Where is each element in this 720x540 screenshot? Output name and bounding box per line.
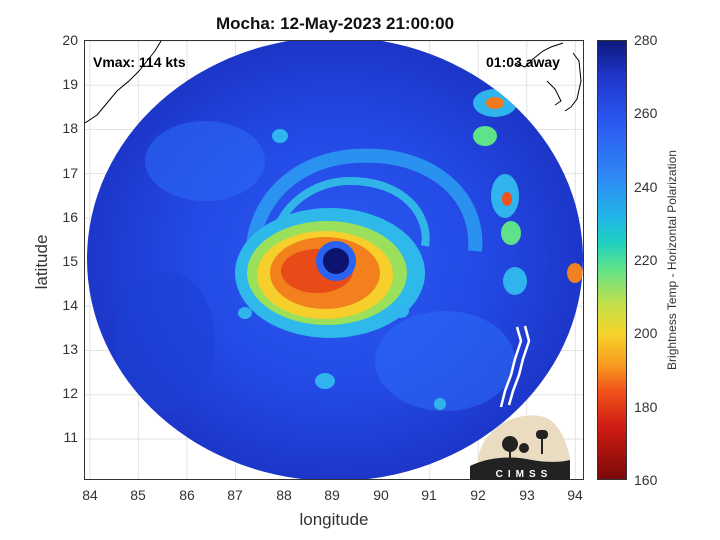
x-tick-label: 88 [276, 487, 292, 503]
x-axis-label: longitude [299, 510, 369, 529]
chart-title: Mocha: 12-May-2023 21:00:00 [215, 14, 455, 33]
colorbar-tick-label: 160 [634, 472, 658, 488]
y-tick-label: 19 [62, 76, 78, 92]
microwave-swath [87, 41, 583, 479]
y-tick-label: 15 [62, 253, 78, 269]
cimss-logo: CIMSS [470, 415, 570, 480]
y-tick-label: 16 [62, 209, 78, 225]
y-tick-label: 13 [62, 341, 78, 357]
x-tick-label: 93 [519, 487, 535, 503]
colorbar-label: Brightness Temp - Horizontal Polarizatio… [665, 150, 679, 370]
colorbar-tick-label: 180 [634, 399, 658, 415]
y-tick-label: 18 [62, 120, 78, 136]
x-tick-label: 90 [373, 487, 389, 503]
x-tick-label: 86 [179, 487, 195, 503]
coastline-northeast [514, 42, 582, 112]
y-axis-label: latitude [32, 234, 51, 290]
x-tick-label: 84 [82, 487, 98, 503]
coastline-northwest [85, 41, 162, 124]
y-tick-label: 12 [62, 385, 78, 401]
x-tick-label: 91 [421, 487, 437, 503]
x-tick-label: 87 [227, 487, 243, 503]
colorbar-tick-label: 280 [634, 32, 658, 48]
time-away-label: 01:03 away [486, 54, 560, 70]
y-tick-label: 11 [63, 429, 78, 445]
vmax-label: Vmax: 114 kts [93, 54, 186, 70]
x-tick-label: 85 [130, 487, 146, 503]
colorbar-tick-label: 220 [634, 252, 658, 268]
eastern-rainband-cells [473, 89, 583, 295]
coastline-myanmar [499, 325, 531, 408]
x-tick-label: 89 [324, 487, 340, 503]
y-tick-label: 14 [62, 297, 78, 313]
y-tick-label: 17 [62, 165, 78, 181]
y-tick-label: 20 [62, 32, 78, 48]
colorbar-tick-label: 240 [634, 179, 658, 195]
cimss-logo-text: CIMSS [496, 469, 553, 480]
colorbar-tick-label: 260 [634, 105, 658, 121]
colorbar [597, 40, 627, 480]
scattered-convective-cells [238, 129, 446, 410]
x-tick-label: 94 [567, 487, 583, 503]
x-tick-label: 92 [470, 487, 486, 503]
storm-eye [323, 248, 349, 274]
colorbar-tick-label: 200 [634, 325, 658, 341]
brightness-temp-map [85, 41, 583, 479]
map-plot-area [84, 40, 584, 480]
